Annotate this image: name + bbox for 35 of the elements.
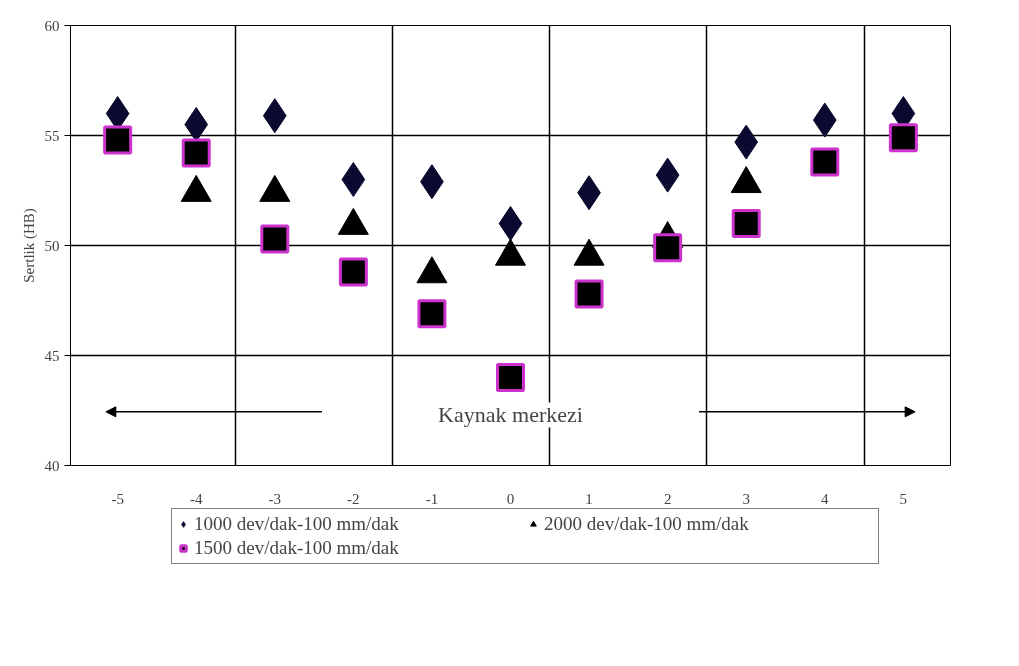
point xyxy=(338,257,368,287)
x-tick-label: 5 xyxy=(899,490,908,507)
x-tick-label: 4 xyxy=(821,490,830,507)
point xyxy=(574,279,604,309)
x-tick-label: -2 xyxy=(347,490,360,507)
x-tick-label: 2 xyxy=(663,490,672,507)
legend-label: 1500 dev/dak-100 mm/dak xyxy=(194,537,400,559)
x-tick-label: 3 xyxy=(742,490,750,507)
point xyxy=(341,162,366,197)
x-tick-label: -3 xyxy=(268,490,282,507)
y-tick-label: 55 xyxy=(44,127,60,144)
y-axis-title: Sertlik (HB) xyxy=(20,208,38,283)
legend-label: 1000 dev/dak-100 mm/dak xyxy=(194,513,400,535)
point xyxy=(653,233,683,263)
x-tick-label: -4 xyxy=(189,490,203,507)
y-tick-label: 45 xyxy=(44,347,60,364)
point xyxy=(810,147,840,177)
x-tick-label: 0 xyxy=(506,490,515,507)
annotation: Kaynak merkezi xyxy=(438,402,583,428)
legend-label: 2000 dev/dak-100 mm/dak xyxy=(544,513,750,535)
point xyxy=(181,138,211,168)
point xyxy=(496,363,525,392)
point xyxy=(184,107,209,142)
point xyxy=(260,224,290,254)
point xyxy=(498,206,523,241)
y-tick-label: 40 xyxy=(44,457,60,474)
y-tick-label: 50 xyxy=(44,237,60,254)
point xyxy=(103,125,133,155)
point xyxy=(888,123,918,153)
y-tick-label: 60 xyxy=(44,17,60,34)
point xyxy=(731,209,761,238)
x-tick-label: 1 xyxy=(585,490,593,507)
point xyxy=(417,299,447,329)
x-tick-label: -1 xyxy=(425,490,439,507)
x-tick-label: -5 xyxy=(111,490,124,507)
